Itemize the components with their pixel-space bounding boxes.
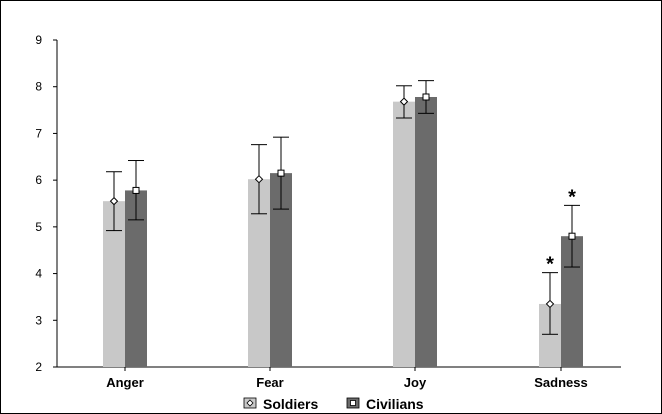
y-tick-label: 5 [35, 220, 42, 234]
y-tick-label: 8 [35, 80, 42, 94]
bar-civilians [125, 190, 147, 367]
y-tick-label: 7 [35, 126, 42, 140]
x-category-label: Fear [256, 375, 283, 390]
y-tick-label: 9 [35, 33, 42, 47]
bar-soldiers [393, 101, 415, 368]
y-tick-label: 6 [35, 173, 42, 187]
y-tick-label: 2 [35, 360, 42, 374]
x-category-label: Joy [404, 375, 427, 390]
mean-marker-square [422, 93, 430, 101]
mean-marker-square [277, 169, 285, 177]
x-category-label: Sadness [534, 375, 587, 390]
legend-marker-square [350, 400, 356, 406]
mean-marker-diamond [109, 196, 119, 206]
significance-star: * [546, 254, 554, 276]
bar-soldiers [539, 303, 561, 367]
bar-soldiers [103, 201, 125, 367]
mean-marker-diamond [254, 175, 264, 184]
significance-star: * [568, 186, 576, 208]
mean-marker-diamond [545, 299, 555, 309]
y-tick-label: 4 [35, 267, 42, 281]
y-tick-label: 3 [35, 313, 42, 327]
mean-marker-square [568, 232, 576, 240]
x-category-label: Anger [106, 375, 144, 390]
mean-marker-diamond [399, 97, 409, 106]
legend-marker-diamond [246, 399, 254, 407]
bar-civilians [270, 173, 292, 367]
bar-civilians [561, 236, 583, 367]
legend-label-civilians: Civilians [366, 396, 424, 412]
legend-label-soldiers: Soldiers [263, 396, 318, 412]
bar-civilians [415, 96, 437, 368]
mean-marker-square [132, 186, 140, 194]
bar-soldiers [248, 179, 270, 367]
